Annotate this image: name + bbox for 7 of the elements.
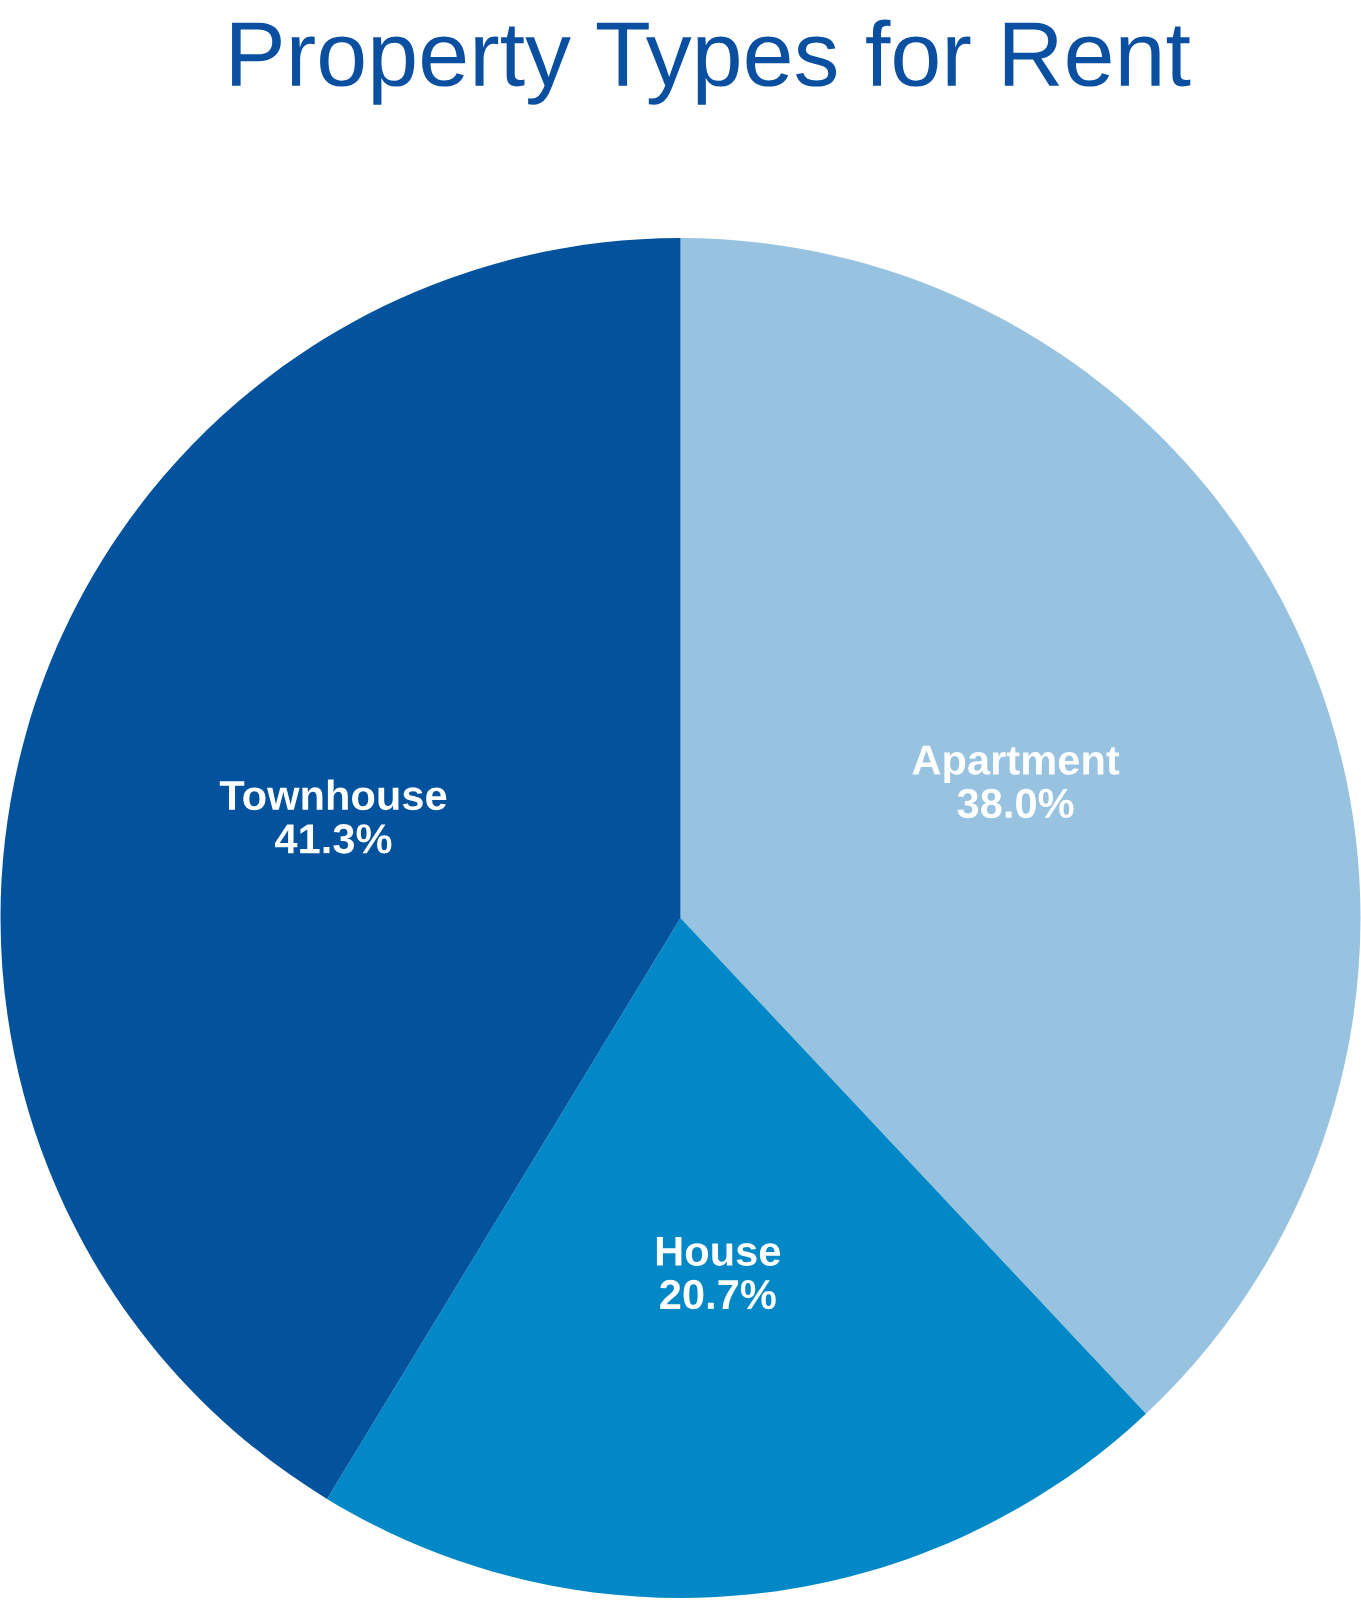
slice-label: Townhouse xyxy=(219,779,447,811)
slice-label: Apartment xyxy=(912,745,1120,784)
data-label: 41.3% xyxy=(275,824,392,854)
chart-title: Property Types for Rent xyxy=(232,19,1191,105)
data-label: 20.7% xyxy=(660,1279,776,1310)
slice-label: House xyxy=(656,1236,781,1266)
data-label: 38.0% xyxy=(957,788,1074,819)
